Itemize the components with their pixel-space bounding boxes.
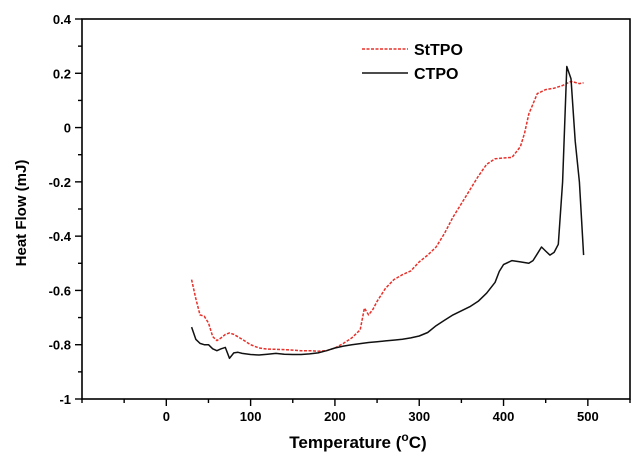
x-axis-title-unit: C) <box>409 433 427 452</box>
x-tick-label: 500 <box>577 409 599 424</box>
x-axis: 0 100 200 300 400 500 <box>81 399 631 424</box>
y-tick-label: -0.6 <box>49 283 71 298</box>
x-tick-label: 100 <box>240 409 262 424</box>
y-tick-label: -0.2 <box>49 175 71 190</box>
x-tick-label: 200 <box>324 409 346 424</box>
y-tick-label: 0.2 <box>53 66 71 81</box>
legend-label-sttpo: StTPO <box>414 42 463 59</box>
series-group <box>190 65 585 360</box>
plot-frame <box>81 18 631 400</box>
x-tick-label: 0 <box>163 409 170 424</box>
y-tick-label: -0.4 <box>49 229 72 244</box>
legend-label-ctpo: CTPO <box>414 66 458 83</box>
x-axis-title-main: Temperature ( <box>289 433 401 452</box>
y-tick-label: -0.8 <box>49 338 71 353</box>
plot-area <box>81 18 631 400</box>
series-line-sttpo <box>190 80 584 352</box>
y-axis: -1 -0.8 -0.6 -0.4 -0.2 0 0.2 0.4 <box>49 12 82 407</box>
series-line-ctpo <box>190 65 585 360</box>
x-axis-title: Temperature (oC) <box>289 430 426 452</box>
y-tick-label: -1 <box>59 392 71 407</box>
legend: StTPO CTPO <box>362 42 463 83</box>
y-tick-label: 0 <box>64 121 71 136</box>
y-axis-title: Heat Flow (mJ) <box>13 160 30 267</box>
y-tick-label: 0.4 <box>53 12 72 27</box>
x-tick-label: 400 <box>493 409 515 424</box>
x-axis-title-sup: o <box>401 430 408 444</box>
x-tick-label: 300 <box>408 409 430 424</box>
